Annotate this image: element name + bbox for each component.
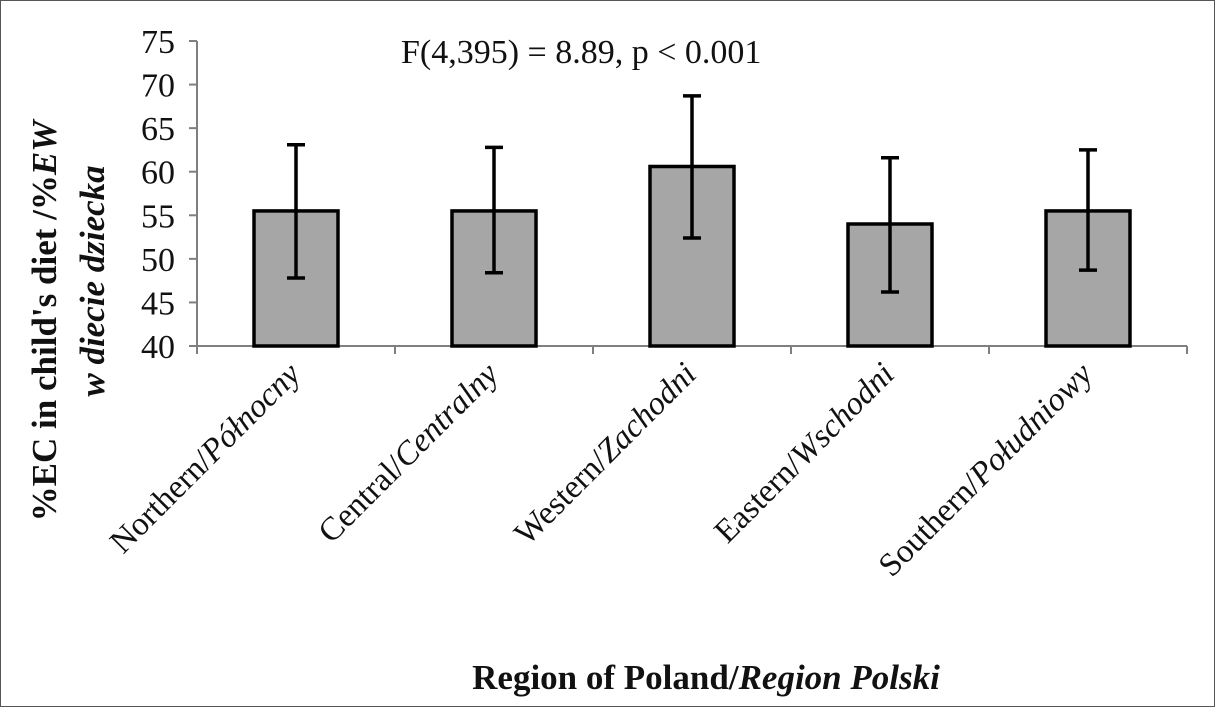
y-tick-label: 55 bbox=[141, 198, 175, 235]
y-axis-title-line1-italic: EW bbox=[25, 118, 64, 176]
chart-annotation: F(4,395) = 8.89, p < 0.001 bbox=[401, 34, 761, 71]
x-tick-label-italic: Centralny bbox=[387, 356, 506, 475]
x-tick-label-regular: Northern/ bbox=[103, 444, 220, 561]
y-tick-label: 60 bbox=[141, 155, 175, 192]
x-axis-title-italic: Region Polski bbox=[738, 658, 941, 697]
y-tick-label: 45 bbox=[141, 285, 175, 322]
x-tick-label: Northern/Północny bbox=[103, 356, 308, 561]
y-tick-label: 70 bbox=[141, 68, 175, 105]
x-tick-label: Central/Centralny bbox=[312, 356, 506, 550]
y-axis-title-line2: w diecie dziecka bbox=[73, 165, 112, 396]
x-tick-label-regular: Western/ bbox=[508, 444, 616, 552]
x-tick-label-italic: Północny bbox=[193, 356, 308, 471]
x-tick-label: Southern/Południowy bbox=[872, 356, 1100, 584]
x-tick-label-italic: Zachodni bbox=[590, 356, 704, 470]
y-tick-label: 75 bbox=[141, 24, 175, 61]
y-axis-title-line1: %EC in child's diet /%EW bbox=[25, 118, 64, 522]
x-tick-label: Eastern/Wschodni bbox=[708, 356, 902, 550]
x-tick-label-italic: Południowy bbox=[962, 356, 1100, 494]
y-tick-label: 65 bbox=[141, 111, 175, 148]
bar bbox=[648, 164, 736, 348]
x-axis-title: Region of Poland/Region Polski bbox=[472, 658, 940, 697]
y-axis-title-line1-regular: %EC in child's diet /% bbox=[25, 175, 64, 521]
x-tick-label-italic: Wschodni bbox=[784, 356, 901, 473]
y-tick-label: 50 bbox=[141, 242, 175, 279]
x-tick-label: Western/Zachodni bbox=[508, 356, 704, 552]
y-tick-label: 40 bbox=[141, 329, 175, 366]
x-tick-label-regular: Eastern/ bbox=[708, 448, 810, 550]
x-tick-label-regular: Southern/ bbox=[872, 467, 989, 584]
x-tick-label-regular: Central/ bbox=[312, 449, 413, 550]
x-axis-title-regular: Region of Poland/ bbox=[472, 658, 740, 697]
